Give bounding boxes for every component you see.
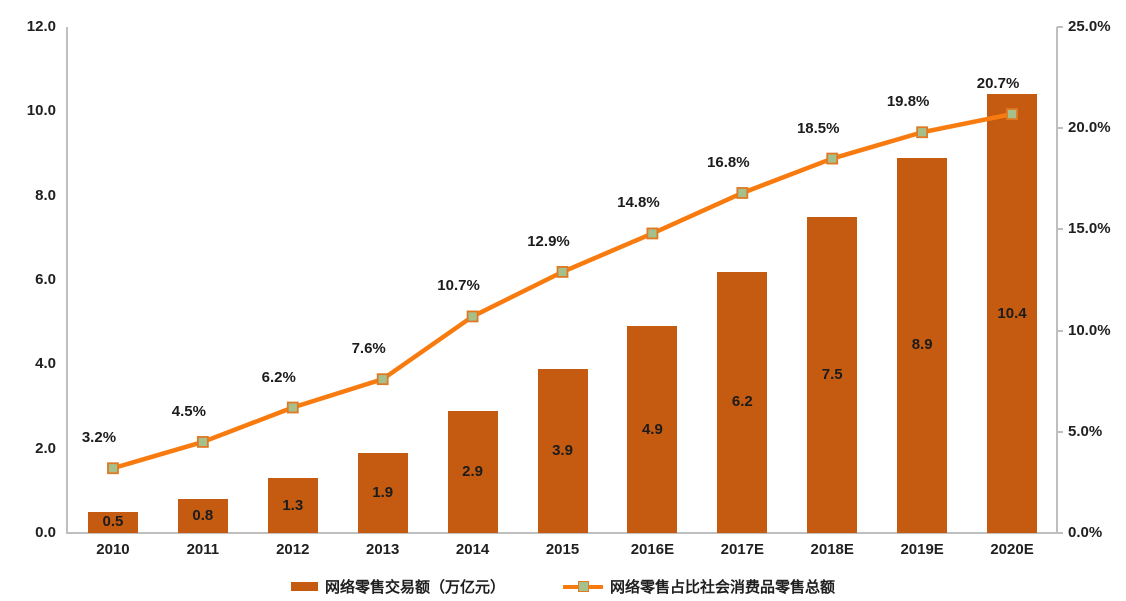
y-axis-right-tick-mark xyxy=(1057,329,1063,332)
bar-value-label: 1.3 xyxy=(282,496,304,514)
y-axis-right-tick-label: 5.0% xyxy=(1068,422,1103,440)
y-axis-right-tick-label: 15.0% xyxy=(1068,220,1111,238)
bar-value-label: 0.5 xyxy=(102,513,124,531)
line-point-label: 7.6% xyxy=(351,340,386,358)
line-marker-icon xyxy=(286,401,299,414)
y-axis-right-tick-label: 25.0% xyxy=(1068,18,1111,35)
y-axis-right-tick-mark xyxy=(1057,532,1063,534)
bar-value-label: 3.9 xyxy=(552,441,573,459)
x-axis-label: 2018E xyxy=(810,541,854,558)
y-axis-left-tick-label: 10.0 xyxy=(26,102,56,120)
legend-entry-bar: 网络零售交易额（万亿元） xyxy=(290,576,505,597)
line-series-label: 网络零售占比社会消费品零售总额 xyxy=(610,578,836,596)
bar-value-label: 6.2 xyxy=(731,393,753,411)
y-axis-right-tick-mark xyxy=(1057,430,1063,433)
bar-value-label: 2.9 xyxy=(462,462,483,480)
y-axis-left-tick-label: 0.0 xyxy=(35,524,56,541)
line-point-label: 18.5% xyxy=(796,119,840,137)
bar-series-swatch xyxy=(290,581,318,591)
line-point-label: 10.7% xyxy=(437,277,480,295)
line-point-label: 20.7% xyxy=(976,75,1020,93)
y-axis-left-tick-label: 12.0 xyxy=(26,18,56,35)
bar xyxy=(87,511,138,533)
line-point-label: 19.8% xyxy=(886,93,930,111)
line-point-label: 4.5% xyxy=(171,402,206,420)
line-point-label: 12.9% xyxy=(527,232,570,250)
line-series-swatch xyxy=(563,580,603,592)
line-point-label: 16.8% xyxy=(707,153,750,171)
right-axis-line xyxy=(1056,27,1058,533)
line-marker-icon xyxy=(107,462,119,475)
line-marker-icon xyxy=(556,266,569,278)
y-axis-left-tick-label: 4.0 xyxy=(35,355,56,373)
x-axis-label: 2017E xyxy=(720,541,764,558)
line-marker-icon xyxy=(916,126,929,139)
y-axis-left-tick-label: 2.0 xyxy=(35,439,56,457)
line-marker-icon xyxy=(376,373,389,386)
x-axis-label: 2013 xyxy=(365,541,400,558)
line-marker-icon xyxy=(736,187,749,199)
x-axis-label: 2010 xyxy=(96,541,130,558)
y-axis-right-tick-mark xyxy=(1057,26,1063,28)
bar-value-label: 7.5 xyxy=(821,365,843,383)
left-axis-line xyxy=(66,27,68,533)
line-point-label: 14.8% xyxy=(617,194,660,212)
line-marker-icon xyxy=(466,310,479,323)
bar-value-label: 8.9 xyxy=(911,336,933,354)
y-axis-left-tick-label: 8.0 xyxy=(35,186,56,204)
x-axis-label: 2016E xyxy=(630,541,675,558)
y-axis-left-tick-label: 6.0 xyxy=(35,271,56,288)
y-axis-right-tick-mark xyxy=(1057,228,1063,231)
y-axis-right-tick-mark xyxy=(1057,127,1063,130)
bar-value-label: 10.4 xyxy=(997,304,1027,322)
x-axis-label: 2020E xyxy=(990,541,1034,558)
y-axis-right-tick-label: 20.0% xyxy=(1068,119,1111,137)
legend-entry-line: 网络零售占比社会消费品零售总额 xyxy=(563,576,835,597)
x-axis-label: 2011 xyxy=(186,541,220,558)
line-swatch-marker-icon xyxy=(578,580,589,592)
bar xyxy=(177,499,228,533)
line-point-label: 6.2% xyxy=(261,368,296,386)
x-axis-label: 2019E xyxy=(900,541,944,558)
line-marker-icon xyxy=(646,227,659,240)
x-axis-label: 2012 xyxy=(276,541,310,558)
bar-value-label: 4.9 xyxy=(641,420,663,438)
legend: 网络零售交易额（万亿元） 网络零售占比社会消费品零售总额 xyxy=(0,572,1126,600)
line-marker-icon xyxy=(196,436,209,448)
bar-value-label: 0.8 xyxy=(192,507,214,525)
x-axis-label: 2015 xyxy=(545,541,580,558)
bar-value-label: 1.9 xyxy=(372,483,394,501)
x-axis-label: 2014 xyxy=(455,541,490,558)
line-point-label: 3.2% xyxy=(81,429,117,447)
line-marker-icon xyxy=(826,152,839,165)
bar xyxy=(267,478,318,533)
y-axis-right-tick-label: 10.0% xyxy=(1068,321,1111,339)
x-axis-line xyxy=(66,532,1063,534)
y-axis-right-tick-label: 0.0% xyxy=(1068,524,1103,541)
bar-series-label: 网络零售交易额（万亿元） xyxy=(324,578,505,596)
